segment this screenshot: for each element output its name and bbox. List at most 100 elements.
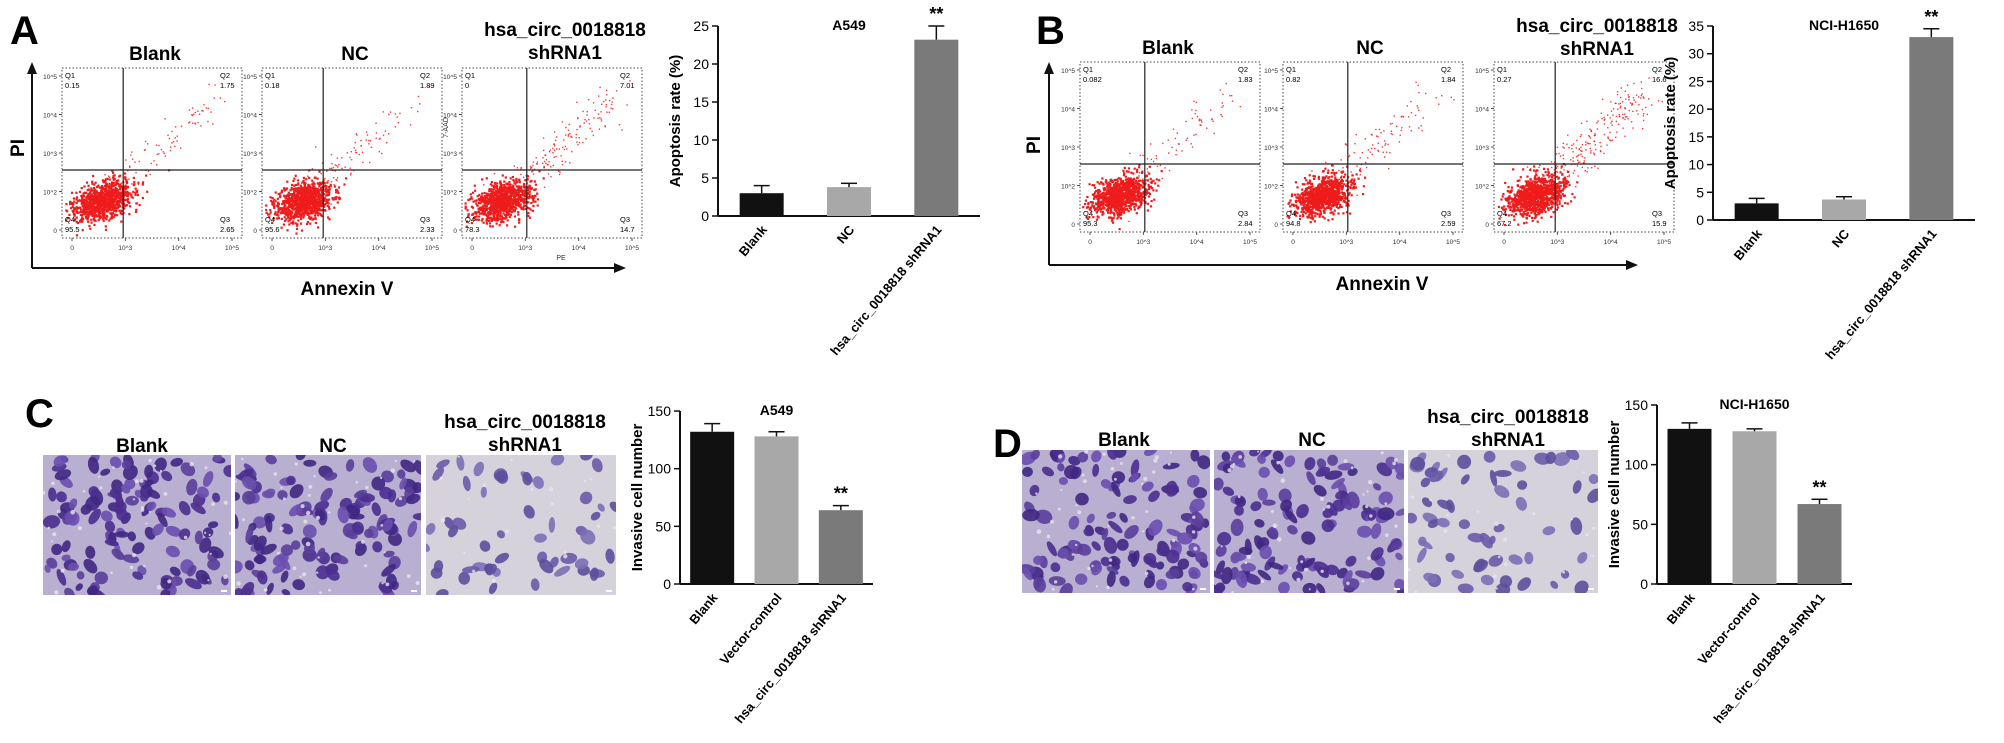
flow-dot [1318, 214, 1321, 217]
flow-dot [296, 183, 299, 186]
flow-dot [1107, 184, 1110, 187]
flow-dot [1113, 193, 1116, 196]
flow-dot [291, 195, 294, 198]
flow-dot [1115, 194, 1118, 197]
flow-dot [1290, 203, 1294, 206]
flow-dot [294, 215, 297, 218]
flow-dot [1122, 203, 1125, 206]
flow-dot [168, 137, 171, 140]
flow-dot [1138, 198, 1141, 201]
flow-dot [1108, 197, 1111, 200]
flow-dot [592, 134, 595, 137]
flow-dot [488, 211, 491, 214]
flow-dot [516, 197, 519, 200]
flow-dot [507, 183, 510, 186]
flow-dot [219, 97, 222, 99]
flow-dot [1140, 200, 1143, 203]
flow-dot [314, 221, 317, 225]
flow-dot [1117, 194, 1121, 197]
flow-dot [164, 118, 166, 120]
x-tick-label: 10^4 [572, 245, 586, 252]
flow-dot [274, 211, 277, 214]
flow-dot [1118, 210, 1121, 213]
flow-dot [91, 214, 94, 218]
flow-dot [1138, 185, 1141, 188]
flow-dot [1314, 191, 1317, 194]
x-tick-label: 10^3 [118, 245, 132, 252]
flow-dot [1128, 220, 1130, 223]
flow-dot [1137, 207, 1140, 210]
flow-dot [115, 179, 118, 183]
flow-dot [289, 209, 292, 213]
flow-dot [1138, 175, 1140, 177]
flow-dot [488, 222, 492, 225]
flow-dot [1326, 171, 1330, 175]
flow-dot [1096, 203, 1099, 206]
flow-dot [314, 209, 316, 211]
flow-dot [1106, 185, 1109, 188]
flow-dot [1087, 203, 1090, 206]
flow-dot [1303, 177, 1307, 180]
flow-dot [1219, 89, 1221, 91]
flow-dot [606, 111, 608, 113]
flow-dot [588, 99, 590, 101]
flow-dot [85, 181, 89, 184]
flow-dot [1325, 196, 1328, 199]
flow-dot [76, 200, 79, 203]
flow-dot [471, 191, 475, 194]
flow-dot [553, 145, 556, 147]
flow-dot [530, 187, 533, 190]
flow-dot [1130, 171, 1133, 174]
flow-dot [312, 192, 315, 195]
flow-dot [394, 113, 396, 115]
y-tick-label: 10^4 [1264, 107, 1278, 114]
flow-dot [1118, 198, 1121, 201]
flow-dot [205, 107, 208, 109]
flow-dot [330, 167, 333, 170]
flow-dot [576, 141, 578, 143]
flow-dot [1336, 196, 1339, 199]
flow-dot [302, 176, 305, 179]
flow-dot [304, 205, 307, 208]
flow-dot [92, 203, 95, 206]
flow-dot [200, 125, 202, 127]
flow-dot [490, 188, 493, 191]
flow-dot [1106, 204, 1109, 207]
flow-dot [1297, 199, 1300, 202]
flow-dot [107, 186, 110, 189]
flow-dot [349, 156, 351, 159]
flow-dot [320, 193, 323, 196]
flow-dot [286, 187, 289, 190]
y-tick-label: 10^5 [1061, 68, 1075, 75]
flow-dot [98, 193, 101, 196]
flow-dot [495, 222, 498, 225]
flow-dot [280, 207, 283, 211]
flow-dot [1332, 184, 1335, 187]
flow-dot [518, 189, 520, 191]
flow-dot [1200, 119, 1202, 121]
flow-dot [604, 126, 606, 128]
flow-dot [1157, 184, 1160, 187]
flow-dot [328, 191, 331, 194]
flow-dot [298, 192, 301, 195]
flow-dot [172, 141, 175, 143]
flow-dot [489, 225, 492, 228]
flow-dot [1334, 183, 1337, 186]
flow-dot [296, 223, 299, 226]
flow-dot [369, 140, 372, 142]
flow-dot [328, 186, 331, 189]
flow-dot [1082, 206, 1085, 209]
flow-dot [1138, 187, 1141, 190]
flow-dot [1312, 200, 1315, 203]
flow-dot [1330, 181, 1334, 184]
flow-dot [1119, 212, 1122, 215]
quadrant-name-q1: Q1 [265, 71, 275, 80]
flow-dot [113, 204, 116, 207]
flow-dot [1088, 208, 1091, 211]
flow-dot [1110, 216, 1113, 219]
flow-dot [323, 197, 326, 200]
flow-dot [1171, 146, 1173, 149]
flow-dot [1084, 199, 1087, 202]
flow-dot [82, 202, 85, 205]
flow-dot [1328, 191, 1331, 194]
